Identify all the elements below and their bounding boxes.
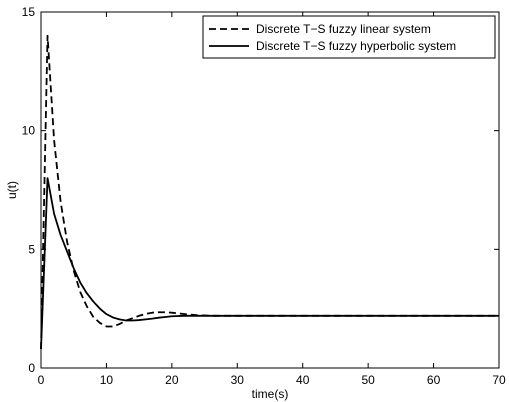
x-tick-label: 50 [361, 373, 375, 387]
x-tick-label: 20 [165, 373, 179, 387]
y-tick-label: 15 [22, 5, 36, 19]
y-axis-label: u(t) [5, 181, 19, 199]
plot-area [40, 34, 499, 350]
y-tick-label: 5 [28, 242, 35, 256]
x-axis-label: time(s) [252, 387, 289, 401]
x-tick-label: 60 [427, 373, 441, 387]
series-line-2 [40, 177, 499, 350]
plot-frame [40, 11, 500, 369]
x-tick-label: 30 [231, 373, 245, 387]
legend: Discrete T−S fuzzy linear system Discrete… [202, 15, 496, 59]
x-tick-label: 0 [38, 373, 45, 387]
y-tick-label: 0 [28, 361, 35, 375]
y-tick-label: 10 [22, 124, 36, 138]
x-tick-label: 40 [296, 373, 310, 387]
x-tick-label: 10 [100, 373, 114, 387]
legend-box [202, 15, 496, 59]
x-tick-label: 70 [492, 373, 506, 387]
legend-label-2: Discrete T−S fuzzy hyperbolic system [256, 39, 456, 53]
legend-label-1: Discrete T−S fuzzy linear system [256, 22, 431, 36]
axes: 0 10 20 30 40 50 60 70 0 5 10 15 [22, 5, 506, 387]
